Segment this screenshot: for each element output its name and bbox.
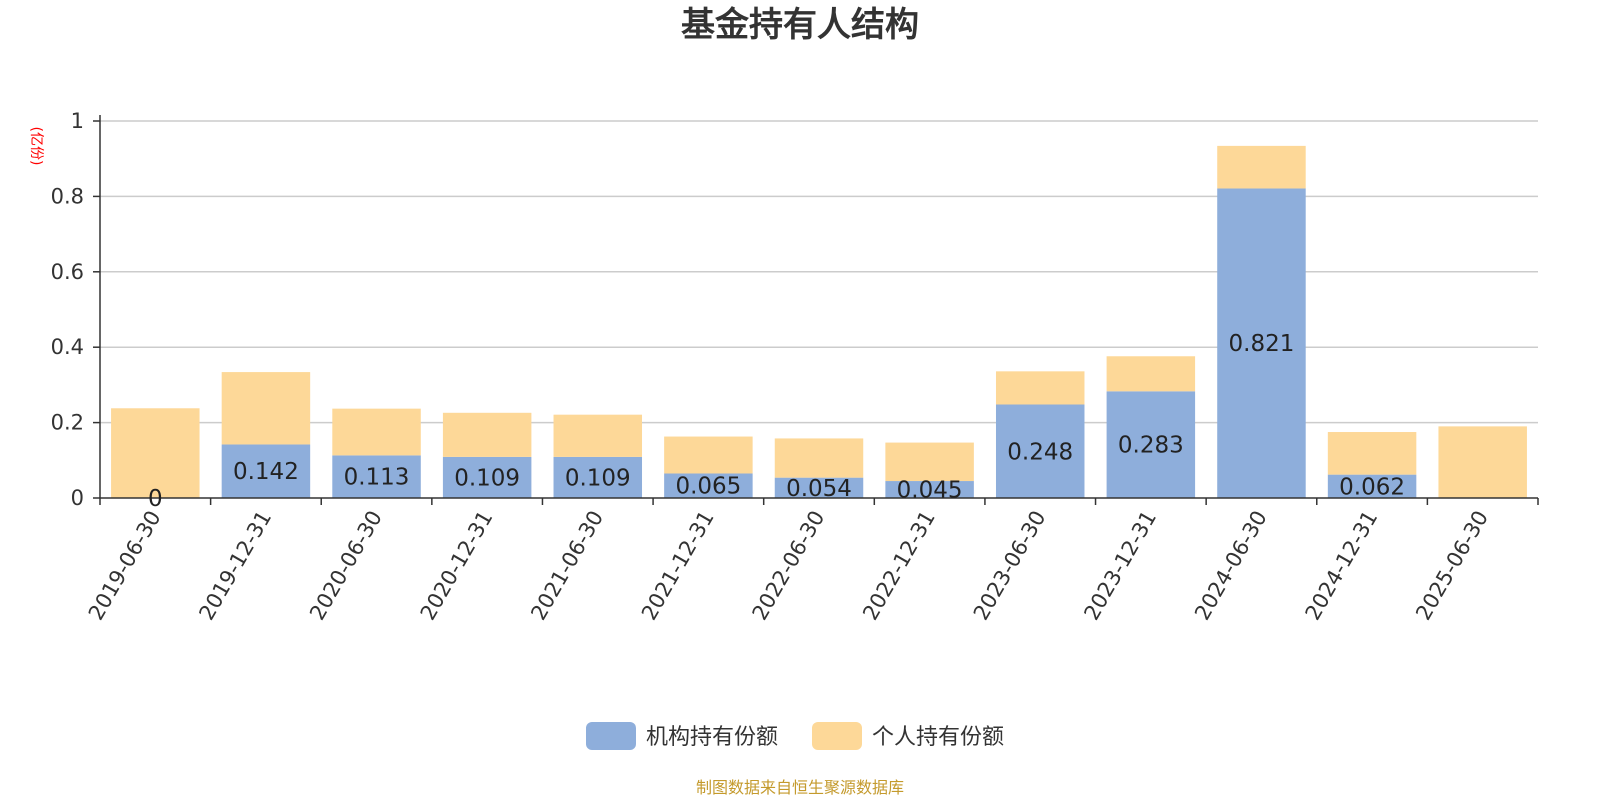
data-label: 0.065: [675, 474, 741, 500]
data-label: 0.109: [565, 465, 631, 491]
bar-individual: [221, 372, 311, 445]
bar-institutional: [664, 473, 753, 498]
bar-individual: [1217, 145, 1306, 189]
data-label: 0.821: [1229, 331, 1295, 357]
x-tick-label: 2023-06-30: [969, 507, 1051, 625]
bar-institutional: [885, 481, 974, 498]
data-label: 0: [148, 486, 163, 512]
data-label: 0.109: [454, 465, 520, 491]
legend-swatch: [586, 722, 636, 750]
data-labels: 0 0.142 0.113 0.109 0.109 0.065 0.054 0.045 0.24…: [148, 331, 1405, 512]
data-label: 0.054: [786, 476, 852, 502]
x-tick-label: 2024-06-30: [1190, 507, 1272, 625]
data-label: 0.113: [344, 465, 410, 491]
axes: 0 0.2 0.4 0.6 0.8 1 2019-06-30 2019-12-31 2020-0…: [51, 109, 1539, 625]
bar-individual: [1438, 426, 1527, 498]
bar-individual: [1106, 356, 1196, 392]
x-tick-label: 2025-06-30: [1411, 507, 1493, 625]
y-tick-label: 0.6: [51, 260, 84, 284]
chart-title: 基金持有人结构: [681, 5, 919, 45]
x-tick-label: 2019-12-31: [194, 507, 276, 625]
source-note: 制图数据来自恒生聚源数据库: [696, 778, 904, 797]
data-label: 0.062: [1339, 474, 1405, 500]
data-label: 0.283: [1118, 433, 1184, 459]
x-tick-label: 2021-12-31: [637, 507, 719, 625]
x-tick-label: 2022-12-31: [858, 507, 940, 625]
y-tick-label: 0: [71, 486, 84, 510]
data-label: 0.045: [897, 478, 963, 504]
bar-individual: [664, 436, 753, 474]
bar-individual: [111, 408, 200, 498]
y-tick-label: 0.4: [51, 335, 84, 359]
x-tick-label: 2023-12-31: [1079, 507, 1161, 625]
legend-swatch: [812, 722, 862, 750]
bar-individual: [442, 412, 532, 457]
bar-individual: [885, 442, 974, 482]
y-tick-label: 0.8: [51, 184, 84, 208]
bar-institutional: [332, 455, 421, 498]
legend-label: 机构持有份额: [646, 725, 778, 750]
legend: 机构持有份额 个人持有份额: [586, 722, 1004, 750]
bar-institutional: [442, 456, 532, 498]
bar-institutional: [1327, 474, 1417, 498]
y-unit-label: (亿份): [28, 127, 44, 166]
x-tick-label: 2022-06-30: [748, 507, 830, 625]
bar-individual: [995, 371, 1085, 405]
data-label: 0.142: [233, 459, 299, 485]
bar-institutional: [995, 404, 1085, 498]
bar-individual: [332, 408, 421, 456]
x-tick-label: 2019-06-30: [84, 507, 166, 625]
bar-individual: [774, 438, 864, 478]
y-tick-label: 0.2: [51, 411, 84, 435]
bar-institutional: [1106, 391, 1196, 498]
bar-institutional: [1217, 188, 1306, 498]
bars: [111, 145, 1527, 498]
bar-individual: [1327, 432, 1417, 475]
data-label: 0.248: [1007, 439, 1073, 465]
bar-institutional: [774, 477, 864, 498]
bar-institutional: [553, 456, 643, 498]
bar-institutional: [221, 444, 311, 498]
x-tick-label: 2020-12-31: [416, 507, 498, 625]
gridlines: [100, 120, 1538, 424]
x-tick-label: 2024-12-31: [1301, 507, 1383, 625]
y-tick-label: 1: [71, 109, 84, 133]
bar-individual: [553, 414, 643, 457]
legend-label: 个人持有份额: [872, 725, 1004, 750]
x-tick-label: 2020-06-30: [305, 507, 387, 625]
x-tick-label: 2021-06-30: [526, 507, 608, 625]
